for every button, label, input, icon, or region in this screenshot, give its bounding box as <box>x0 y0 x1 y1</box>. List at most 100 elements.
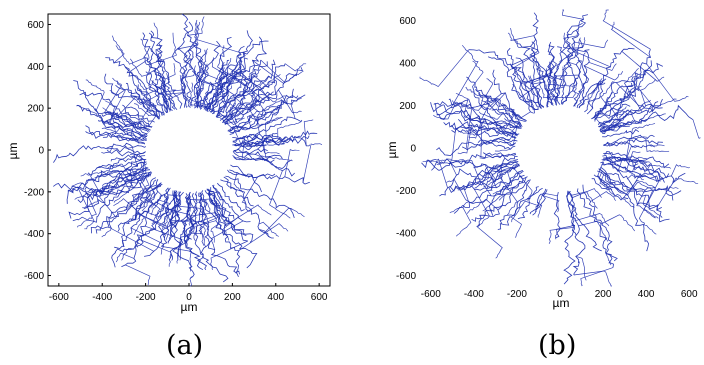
trace-line <box>233 154 283 161</box>
trace-branch <box>511 36 540 66</box>
trace-line <box>181 13 205 109</box>
trace-branch <box>476 120 490 129</box>
trace-branch <box>451 100 472 149</box>
trace-branch <box>474 189 490 228</box>
trace-branch <box>125 264 151 286</box>
y-tick-label: 600 <box>399 16 416 27</box>
trace-line <box>212 61 268 114</box>
trace-line <box>216 59 276 118</box>
trace-branch <box>590 191 617 202</box>
trace-branch <box>210 240 248 271</box>
trace-branch <box>255 154 271 158</box>
trace-line <box>512 39 545 108</box>
trace-branch <box>113 191 128 203</box>
trace-branch <box>587 81 602 109</box>
trace-branch <box>223 217 239 241</box>
trace-branch <box>157 194 169 220</box>
trace-branch <box>186 198 211 212</box>
trace-branch <box>459 95 491 112</box>
trace-line <box>197 192 204 235</box>
trace-line <box>151 80 173 111</box>
trace-branch <box>303 119 314 146</box>
trace-branch <box>150 191 163 216</box>
trace-branch <box>76 189 97 228</box>
trace-line <box>431 153 517 171</box>
trace-line <box>491 109 522 126</box>
trace-branch <box>164 63 176 80</box>
trace-branch <box>290 97 302 119</box>
panel-b-traces <box>419 9 701 287</box>
trace-branch <box>94 170 130 190</box>
trace-branch <box>246 68 261 90</box>
y-tick-label: 400 <box>27 62 44 73</box>
trace-line <box>169 192 180 238</box>
trace-line <box>185 191 199 256</box>
trace-branch <box>129 153 143 159</box>
trace-branch <box>510 28 531 48</box>
trace-branch <box>511 200 539 223</box>
trace-line <box>594 82 633 120</box>
trace-branch <box>542 195 560 213</box>
trace-branch <box>246 104 283 127</box>
trace-line <box>502 103 527 122</box>
trace-branch <box>588 61 617 71</box>
trace-branch <box>629 110 647 124</box>
trace-branch <box>504 118 518 145</box>
trace-line <box>448 163 520 194</box>
trace-line <box>553 22 583 105</box>
trace-branch <box>147 50 161 75</box>
trace-branch <box>529 75 540 100</box>
trace-branch <box>600 214 635 232</box>
trace-branch <box>213 202 224 216</box>
trace-branch <box>208 191 224 202</box>
y-tick-label: 0 <box>38 146 44 157</box>
trace-line <box>200 59 230 110</box>
trace-line <box>216 57 248 117</box>
trace-line <box>451 122 517 139</box>
trace-line <box>578 78 607 108</box>
trace-branch <box>145 197 161 224</box>
trace-line <box>171 190 177 228</box>
trace-branch <box>555 82 578 99</box>
trace-branch <box>485 78 493 97</box>
y-tick-label: -200 <box>396 186 416 197</box>
trace-branch <box>141 186 156 212</box>
trace-branch <box>419 49 470 88</box>
trace-line <box>484 155 518 172</box>
trace-branch <box>211 220 244 251</box>
trace-branch <box>284 63 307 72</box>
trace-line <box>124 107 152 128</box>
trace-branch <box>598 177 613 191</box>
trace-line <box>594 49 652 121</box>
trace-branch <box>631 159 651 173</box>
trace-branch <box>137 210 161 220</box>
trace-branch <box>233 172 244 193</box>
trace-line <box>601 157 686 184</box>
trace-line <box>468 49 535 114</box>
trace-branch <box>575 255 587 281</box>
x-tick-label: 400 <box>267 292 284 303</box>
panel-a-plot-frame <box>47 13 331 287</box>
trace-line <box>598 104 663 128</box>
trace-branch <box>123 195 153 211</box>
trace-branch <box>632 181 654 191</box>
trace-line <box>199 84 211 110</box>
trace-branch <box>446 178 467 200</box>
trace-line <box>453 171 524 214</box>
panel-b-x-ticks: -600 -400 -200 0 200 400 600 <box>421 289 698 300</box>
trace-branch <box>228 102 240 132</box>
y-tick-label: -400 <box>24 229 44 240</box>
trace-branch <box>80 172 100 192</box>
trace-branch <box>234 110 245 122</box>
trace-line <box>448 163 519 192</box>
trace-branch <box>278 89 302 114</box>
panel-b-caption: (b) <box>538 330 577 361</box>
trace-branch <box>455 207 472 237</box>
trace-branch <box>642 194 663 218</box>
trace-line <box>232 116 303 143</box>
trace-branch <box>264 207 305 233</box>
trace-branch <box>583 65 624 81</box>
trace-branch <box>177 21 200 50</box>
trace-line <box>472 86 522 129</box>
trace-branch <box>509 63 548 85</box>
